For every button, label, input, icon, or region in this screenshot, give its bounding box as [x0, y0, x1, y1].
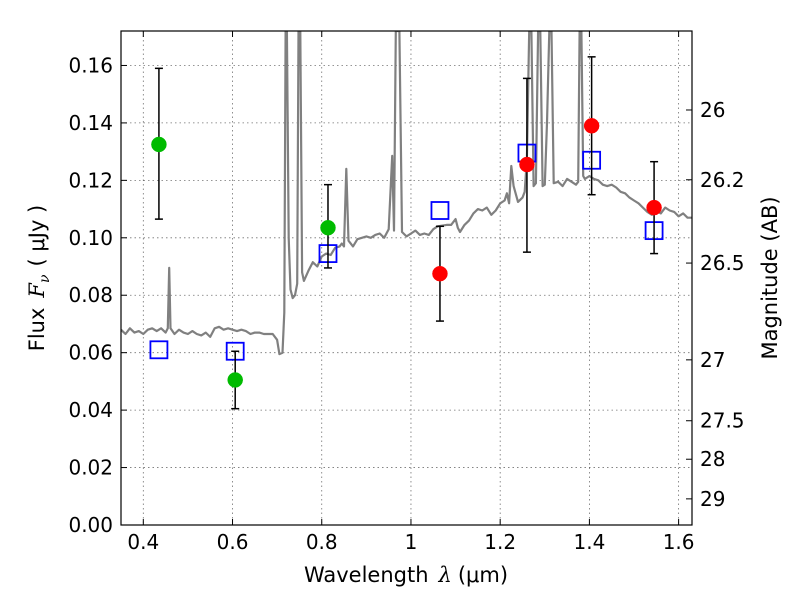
x-tick-label: 0.8 [306, 530, 338, 554]
x-tick-label: 0.4 [127, 530, 159, 554]
y-tick-label: 0.12 [68, 168, 113, 192]
y-tick-label: 0.16 [68, 53, 113, 77]
x-tick-label: 1.4 [573, 530, 605, 554]
y-tick-label: 0.10 [68, 226, 113, 250]
x-tick-label: 1.2 [484, 530, 516, 554]
y-axis-label: FluxFν( μJy ) [25, 205, 53, 351]
y2-tick-label: 27.5 [700, 409, 745, 433]
y-tick-label: 0.04 [68, 398, 113, 422]
y2-tick-label: 27 [700, 348, 725, 372]
y-tick-label: 0.00 [68, 513, 113, 537]
spectrum-line [121, 31, 692, 356]
x-axis-label: Wavelength λ (μm) [304, 563, 508, 587]
data-points [149, 56, 664, 410]
y2-tick-label: 28 [700, 447, 725, 471]
y-tick-label: 0.06 [68, 341, 113, 365]
spectrum-layer [121, 31, 692, 356]
x-tick-label: 1 [405, 530, 418, 554]
y-tick-label: 0.08 [68, 283, 113, 307]
data-point-circle [583, 118, 600, 134]
grid [121, 31, 692, 526]
y2-tick-label: 26.2 [700, 168, 745, 192]
plot-frame [120, 30, 693, 526]
data-point-circle [432, 265, 448, 282]
x-tick-label: 0.6 [217, 530, 249, 554]
data-point-circle [151, 136, 167, 153]
data-point-circle [519, 156, 535, 173]
y2-tick-label: 29 [700, 487, 725, 511]
y2-axis-label: Magnitude (AB) [758, 196, 782, 359]
data-point-circle [227, 372, 243, 388]
axis-ticks: 0.4 0.6 0.8 1 1.2 1.4 1.6 0.00 0.02 0.04 0.06 0.08 0… [68, 31, 745, 554]
x-tick-label: 1.6 [663, 530, 695, 554]
y-tick-label: 0.14 [68, 111, 113, 135]
data-point-circle [320, 219, 336, 236]
data-point-circle [646, 199, 662, 216]
model-square-marker [149, 340, 169, 360]
y2-tick-label: 26 [700, 98, 725, 122]
model-square-marker [430, 201, 450, 220]
y-tick-label: 0.02 [68, 456, 113, 480]
y2-tick-label: 26.5 [700, 251, 745, 275]
